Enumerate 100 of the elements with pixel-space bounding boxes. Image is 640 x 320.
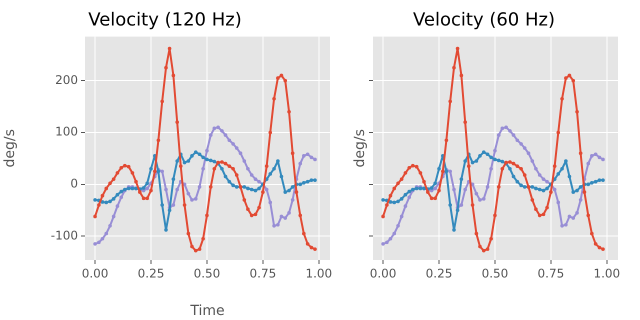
point xyxy=(142,196,146,200)
point xyxy=(594,180,598,184)
point xyxy=(512,174,516,178)
point xyxy=(112,197,116,201)
point xyxy=(268,172,272,176)
point xyxy=(486,152,490,156)
point xyxy=(134,180,138,184)
point xyxy=(257,180,261,184)
point xyxy=(198,185,202,189)
y-tick-label: 0 xyxy=(70,176,78,190)
point xyxy=(478,154,482,158)
point xyxy=(145,186,149,190)
point xyxy=(516,164,520,168)
point xyxy=(556,172,560,176)
point xyxy=(489,156,493,160)
point xyxy=(590,232,594,236)
point xyxy=(534,186,538,190)
point xyxy=(104,186,108,190)
point xyxy=(496,133,501,137)
point xyxy=(310,246,314,250)
point xyxy=(108,181,112,186)
point xyxy=(530,185,534,189)
point xyxy=(388,194,392,198)
point xyxy=(119,190,124,194)
point xyxy=(298,162,302,166)
point xyxy=(246,186,250,190)
point xyxy=(231,184,235,188)
point xyxy=(190,244,194,248)
point xyxy=(280,74,284,78)
point xyxy=(205,148,209,152)
point xyxy=(190,154,194,158)
point xyxy=(522,173,526,177)
point xyxy=(560,224,564,228)
point xyxy=(97,203,101,207)
point xyxy=(466,164,471,168)
point xyxy=(172,74,176,78)
point xyxy=(116,192,120,196)
point xyxy=(201,166,205,171)
point xyxy=(100,194,104,198)
point xyxy=(175,188,179,192)
point xyxy=(482,150,486,154)
point xyxy=(208,133,213,137)
point xyxy=(575,211,579,215)
point xyxy=(212,126,216,130)
point xyxy=(254,177,258,181)
point xyxy=(400,197,404,201)
point xyxy=(534,166,538,171)
point xyxy=(385,203,389,207)
point xyxy=(205,158,209,162)
point xyxy=(112,214,116,218)
point xyxy=(261,190,265,194)
point xyxy=(194,150,198,154)
point xyxy=(298,182,302,186)
point xyxy=(268,200,272,204)
point xyxy=(208,185,213,189)
point xyxy=(186,192,190,196)
point xyxy=(242,198,246,202)
point xyxy=(302,232,306,236)
point xyxy=(582,190,586,194)
point xyxy=(460,74,464,78)
point xyxy=(388,236,392,241)
point xyxy=(463,159,467,163)
point xyxy=(290,151,294,156)
point xyxy=(108,224,112,228)
x-tick-label: 0.50 xyxy=(194,266,220,280)
point xyxy=(283,78,288,82)
point xyxy=(276,222,280,227)
point xyxy=(138,190,142,194)
point xyxy=(228,164,232,168)
point xyxy=(254,212,258,216)
point xyxy=(493,214,497,218)
point xyxy=(280,174,284,178)
point xyxy=(538,214,542,218)
point xyxy=(93,198,97,202)
point xyxy=(556,130,560,134)
point xyxy=(568,174,572,178)
point xyxy=(512,162,516,166)
point xyxy=(250,214,254,218)
point xyxy=(208,158,213,162)
point xyxy=(212,160,216,164)
point xyxy=(156,138,160,142)
point xyxy=(385,240,389,244)
point xyxy=(486,185,490,189)
point xyxy=(526,151,530,156)
point xyxy=(108,200,112,204)
point xyxy=(194,197,198,201)
point xyxy=(519,184,523,188)
y-tick-label: 100 xyxy=(55,124,78,139)
point xyxy=(426,190,430,194)
point xyxy=(433,181,437,186)
point xyxy=(516,138,520,142)
point xyxy=(220,160,224,164)
point xyxy=(224,174,228,178)
point xyxy=(205,214,209,218)
point xyxy=(246,207,250,212)
point xyxy=(456,46,460,50)
point xyxy=(224,162,228,166)
point xyxy=(212,166,216,171)
point xyxy=(268,130,272,134)
point xyxy=(530,159,534,163)
